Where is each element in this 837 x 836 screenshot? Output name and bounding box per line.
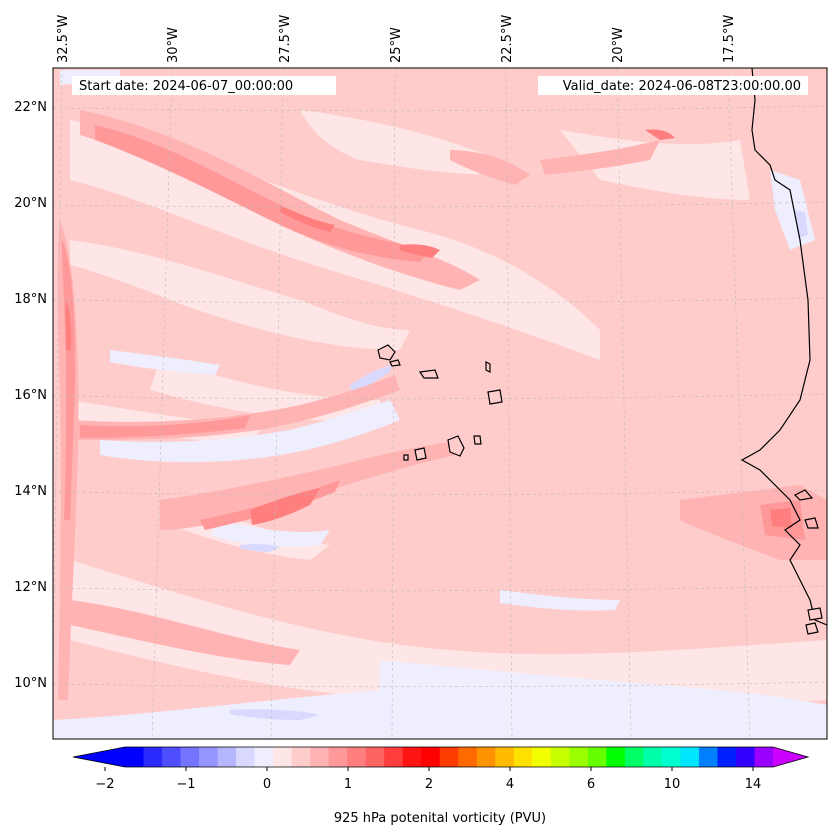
colorbar-cell — [328, 747, 348, 767]
colorbar-cell — [421, 747, 441, 767]
colorbar-cell — [162, 747, 182, 767]
colorbar-tick-label: 4 — [506, 777, 514, 792]
colorbar-tick-label: 6 — [587, 777, 595, 792]
colorbar-cell — [754, 747, 774, 767]
colorbar-cell — [291, 747, 311, 767]
colorbar-cell — [476, 747, 496, 767]
lat-label: 10°N — [14, 676, 47, 691]
colorbar-cell — [402, 747, 422, 767]
colorbar-outline — [72, 746, 810, 768]
start-date-box — [72, 76, 336, 95]
colorbar-cell — [513, 747, 533, 767]
colorbar-tick-label: 1 — [344, 777, 352, 792]
colorbar-cell — [458, 747, 478, 767]
colorbar-tick-label: 0 — [263, 777, 271, 792]
lon-label: 17.5°W — [722, 15, 737, 63]
longitude-labels: 32.5°W 30°W 27.5°W 25°W 22.5°W 20°W 17.5… — [56, 15, 737, 63]
lat-label: 12°N — [14, 580, 47, 595]
lat-label: 16°N — [14, 388, 47, 403]
colorbar: −2 −1 0 1 2 4 6 10 14 925 hPa potenital … — [72, 746, 810, 826]
colorbar-cell — [587, 747, 607, 767]
colorbar-tick-label: 14 — [745, 777, 762, 792]
coastline — [740, 68, 827, 626]
colorbar-cell — [495, 747, 515, 767]
colorbar-cell — [143, 747, 163, 767]
peak-pv-cores — [65, 129, 792, 528]
lon-label: 20°W — [611, 27, 626, 63]
lat-label: 18°N — [14, 292, 47, 307]
colorbar-cell — [310, 747, 330, 767]
colorbar-cell — [550, 747, 570, 767]
latitude-labels: 22°N 20°N 18°N 16°N 14°N 12°N 10°N — [14, 100, 47, 691]
graticule — [53, 68, 827, 739]
colorbar-cell — [532, 747, 552, 767]
valid-date-box — [538, 76, 808, 95]
colorbar-cell — [643, 747, 663, 767]
lat-label: 14°N — [14, 484, 47, 499]
lon-label: 22.5°W — [500, 15, 515, 63]
start-date-label: Start date: 2024-06-07_00:00:00 — [79, 79, 293, 94]
colorbar-cell — [125, 747, 145, 767]
colorbar-cell — [384, 747, 404, 767]
colorbar-cell — [199, 747, 219, 767]
colorbar-cell — [717, 747, 737, 767]
colorbar-cells — [125, 747, 774, 767]
colorbar-cell — [698, 747, 719, 767]
colorbar-label: 925 hPa potenital vorticity (PVU) — [334, 811, 546, 826]
colorbar-cell — [735, 747, 756, 767]
valid-date-label: Valid_date: 2024-06-08T23:00:00.00 — [563, 79, 801, 94]
colorbar-cell — [439, 747, 459, 767]
colorbar-cell — [236, 747, 256, 767]
colorbar-cell — [365, 747, 385, 767]
lon-label: 25°W — [389, 27, 404, 63]
lon-label: 27.5°W — [278, 15, 293, 63]
colorbar-cell — [254, 747, 274, 767]
colorbar-tick-label: 2 — [425, 777, 433, 792]
colorbar-ticks — [104, 767, 754, 771]
colorbar-cell — [624, 747, 644, 767]
colorbar-over-arrow — [773, 747, 808, 767]
lat-label: 22°N — [14, 100, 47, 115]
lon-label: 30°W — [166, 27, 181, 63]
colorbar-cell — [217, 747, 237, 767]
colorbar-tick-label: −1 — [176, 777, 195, 792]
colorbar-cell — [273, 747, 293, 767]
colorbar-cell — [347, 747, 367, 767]
map-frame — [52, 67, 828, 740]
colorbar-cell — [661, 747, 682, 767]
pv-field — [53, 68, 827, 739]
lat-label: 20°N — [14, 196, 47, 211]
cape-verde-islands — [377, 344, 823, 635]
colorbar-cell — [606, 747, 626, 767]
colorbar-cell — [569, 747, 589, 767]
colorbar-cell — [680, 747, 700, 767]
colorbar-tick-label: 10 — [664, 777, 681, 792]
colorbar-under-arrow — [73, 747, 125, 767]
colorbar-tick-label: −2 — [95, 777, 114, 792]
colorbar-cell — [180, 747, 200, 767]
lon-label: 32.5°W — [56, 15, 71, 63]
